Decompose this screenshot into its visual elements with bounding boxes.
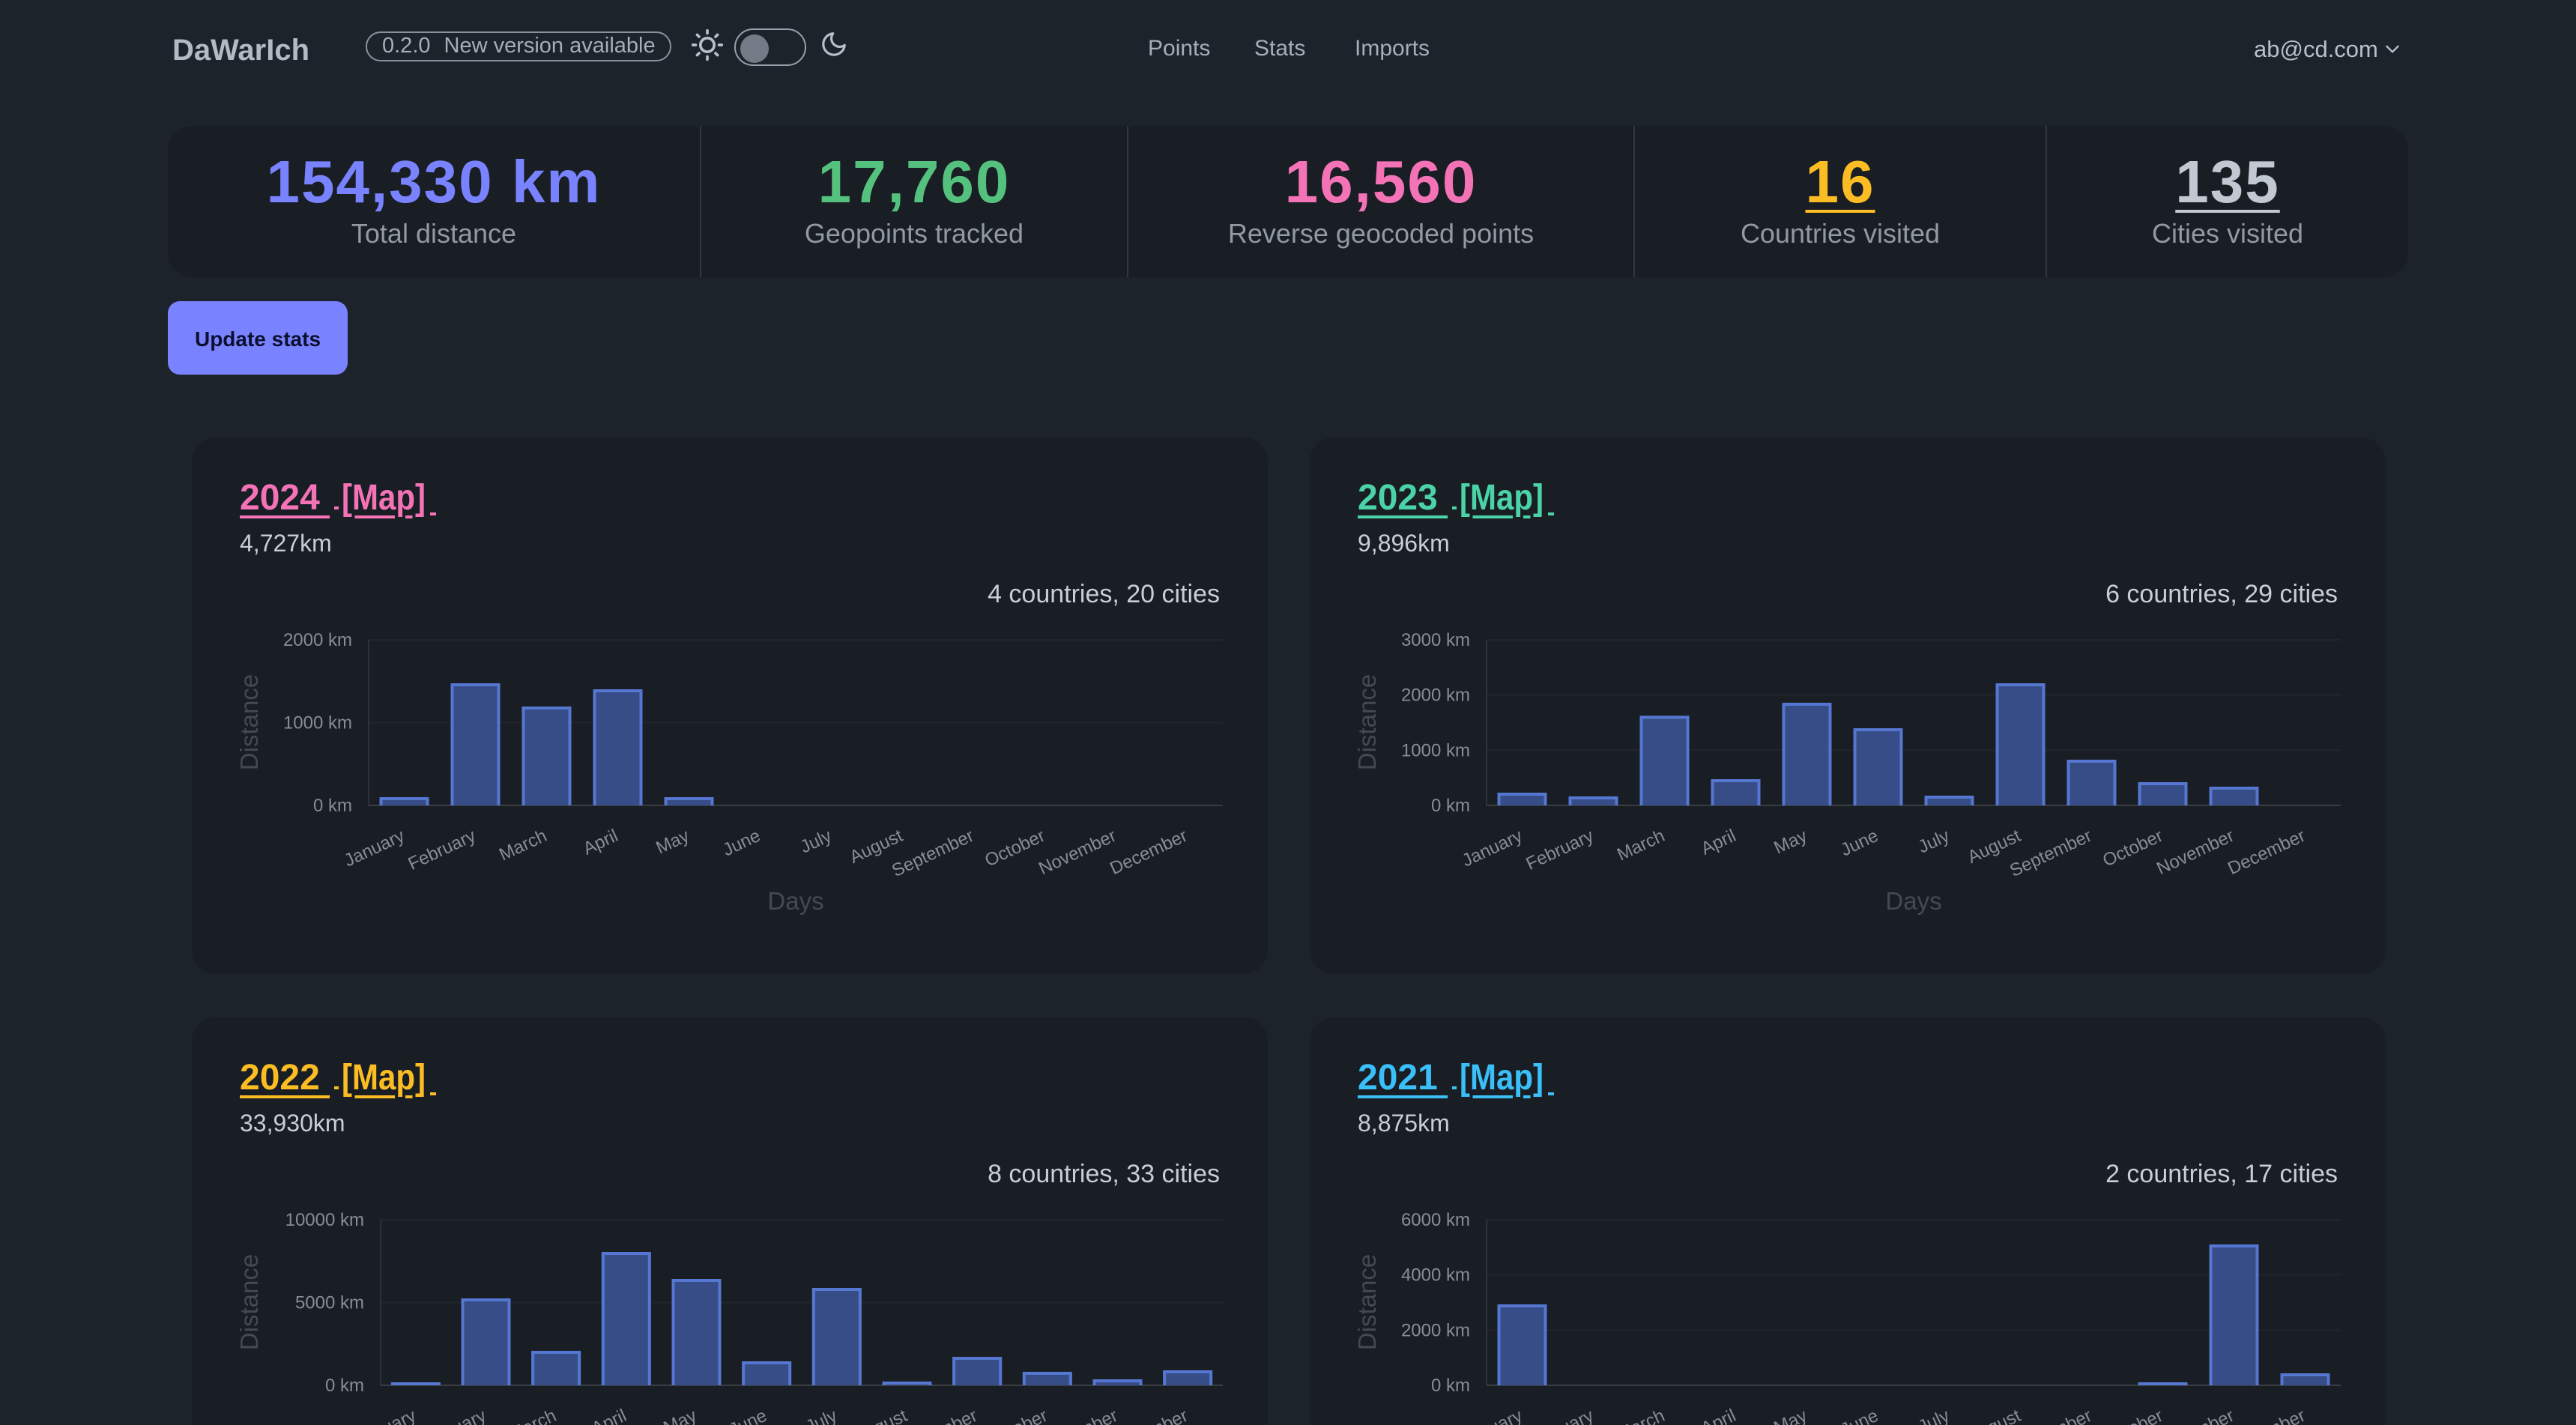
svg-text:September: September [889, 826, 977, 881]
svg-text:Distance: Distance [235, 674, 263, 770]
svg-text:Days: Days [767, 887, 823, 915]
svg-text:0 km: 0 km [1431, 796, 1470, 816]
svg-text:June: June [726, 1406, 770, 1425]
svg-text:February: February [405, 826, 479, 874]
svg-text:2000 km: 2000 km [1401, 1320, 1470, 1340]
svg-text:January: January [341, 826, 408, 871]
svg-text:May: May [661, 1406, 701, 1425]
svg-text:December: December [2225, 826, 2309, 879]
svg-text:December: December [1107, 826, 1191, 879]
svg-text:May: May [1771, 1406, 1811, 1425]
svg-text:August: August [851, 1406, 910, 1425]
svg-text:February: February [416, 1406, 489, 1425]
svg-text:1000 km: 1000 km [283, 713, 352, 733]
svg-text:5000 km: 5000 km [295, 1293, 364, 1313]
svg-text:July: July [797, 826, 835, 858]
svg-text:October: October [985, 1406, 1051, 1425]
svg-text:March: March [1614, 1406, 1668, 1425]
svg-text:March: March [496, 826, 550, 865]
svg-text:10000 km: 10000 km [285, 1210, 364, 1230]
svg-text:Distance: Distance [1353, 674, 1381, 770]
svg-text:April: April [588, 1406, 629, 1425]
svg-text:February: February [1523, 826, 1597, 874]
svg-text:January: January [1459, 826, 1526, 871]
svg-text:February: February [1523, 1406, 1597, 1425]
svg-text:July: July [1915, 826, 1953, 858]
svg-text:Days: Days [1885, 887, 1941, 915]
svg-text:November: November [2153, 1406, 2237, 1425]
svg-text:6000 km: 6000 km [1401, 1210, 1470, 1230]
svg-text:January: January [1459, 1406, 1526, 1425]
svg-text:2000 km: 2000 km [1401, 686, 1470, 706]
svg-text:Distance: Distance [235, 1254, 263, 1350]
svg-text:September: September [2007, 826, 2095, 881]
svg-text:0 km: 0 km [1431, 1376, 1470, 1396]
svg-text:May: May [1771, 826, 1811, 859]
svg-text:March: March [506, 1406, 560, 1425]
svg-text:Distance: Distance [1353, 1254, 1381, 1350]
svg-text:July: July [802, 1406, 840, 1425]
svg-text:May: May [653, 826, 693, 859]
svg-text:June: June [1837, 1406, 1881, 1425]
svg-text:March: March [1614, 826, 1668, 865]
svg-text:April: April [1698, 1406, 1739, 1425]
svg-text:0 km: 0 km [325, 1376, 364, 1396]
svg-text:August: August [1965, 1406, 2024, 1425]
svg-text:November: November [2153, 826, 2237, 879]
svg-text:April: April [580, 826, 621, 859]
svg-text:April: April [1698, 826, 1739, 859]
svg-text:3000 km: 3000 km [1401, 630, 1470, 650]
svg-text:October: October [2099, 1406, 2166, 1425]
svg-text:June: June [1837, 826, 1881, 860]
svg-text:January: January [353, 1406, 420, 1425]
svg-text:4000 km: 4000 km [1401, 1265, 1470, 1286]
svg-text:1000 km: 1000 km [1401, 740, 1470, 760]
svg-text:November: November [1035, 826, 1119, 879]
svg-text:June: June [719, 826, 764, 860]
svg-text:July: July [1915, 1406, 1953, 1425]
svg-text:0 km: 0 km [313, 796, 352, 816]
svg-text:2000 km: 2000 km [283, 630, 352, 650]
svg-text:December: December [2225, 1406, 2309, 1425]
